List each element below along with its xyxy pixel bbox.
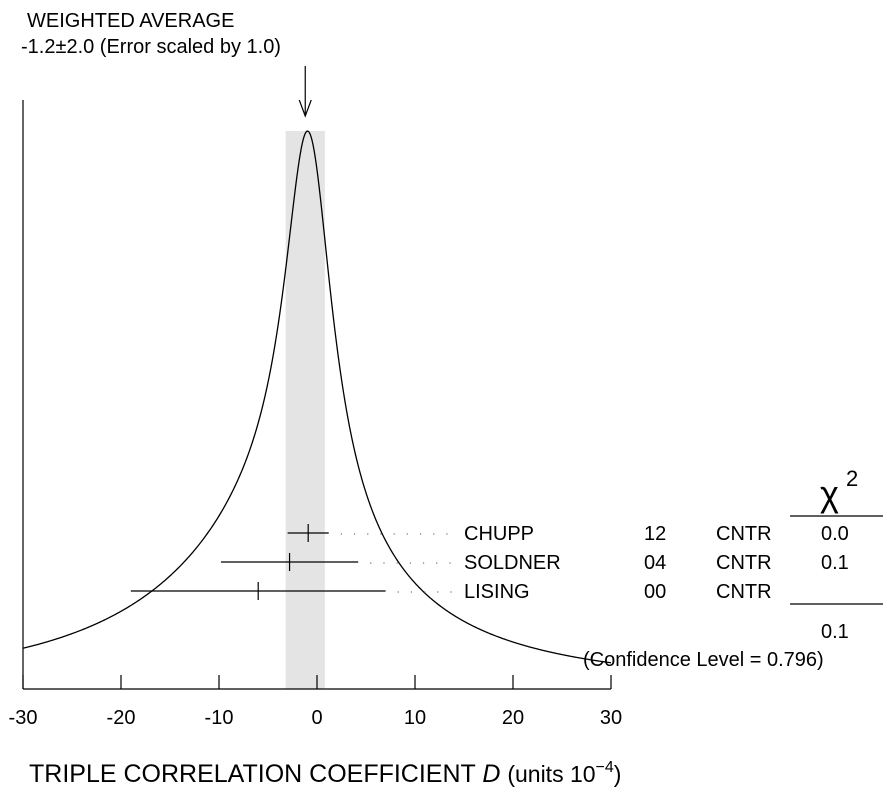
arrow-head [298, 99, 312, 118]
measurement-technique: CNTR [716, 523, 772, 545]
measurement-row: LISING 00 CNTR [130, 581, 772, 603]
x-tick-label: 30 [600, 707, 622, 729]
measurement-technique: CNTR [716, 581, 772, 603]
measurement-name: LISING [464, 581, 530, 603]
measurement-name: CHUPP [464, 523, 534, 545]
x-tick-label: 20 [502, 707, 524, 729]
chi2-header-exponent: 2 [846, 466, 858, 491]
measurement-year: 04 [644, 552, 666, 574]
measurement-name: SOLDNER [464, 552, 561, 574]
measurement-row: CHUPP 12 CNTR 0.0 [287, 523, 849, 545]
measurement-year: 12 [644, 523, 666, 545]
weighted-average-value: -1.2±2.0 (Error scaled by 1.0) [21, 36, 281, 58]
chi2-total: 0.1 [821, 621, 849, 643]
measurement-year: 00 [644, 581, 666, 603]
x-axis-label: TRIPLE CORRELATION COEFFICIENT D (units … [29, 759, 621, 788]
measurement-chi2: 0.1 [821, 552, 849, 574]
confidence-level: (Confidence Level = 0.796) [583, 649, 824, 671]
x-tick-label: -20 [107, 707, 136, 729]
weighted-average-title: WEIGHTED AVERAGE [27, 10, 234, 32]
x-axis-label-symbol: D [482, 760, 500, 788]
x-axis-ticks [22, 675, 612, 689]
ideogram-curve [22, 130, 612, 664]
x-tick-label: 10 [404, 707, 426, 729]
x-axis-label-units-exp: −4 [596, 759, 614, 776]
weighted-average-arrow [298, 66, 312, 118]
measurements-group: CHUPP 12 CNTR 0.0 SOLDNER 04 CNTR 0.1 LISING 00 CN… [130, 523, 849, 603]
weighted-average-band [285, 131, 325, 689]
x-tick-label: 0 [311, 707, 322, 729]
x-axis-tick-labels: -30 -20 -10 0 10 20 30 [9, 707, 623, 729]
x-axis-label-units-close: ) [614, 761, 622, 787]
x-tick-label: -30 [9, 707, 38, 729]
x-tick-label: -10 [205, 707, 234, 729]
measurement-row: SOLDNER 04 CNTR 0.1 [220, 552, 849, 574]
measurement-chi2: 0.0 [821, 523, 849, 545]
x-axis-label-units: (units 10 [507, 761, 595, 787]
chi2-header-symbol: χ [820, 473, 839, 514]
x-axis-label-main: TRIPLE CORRELATION COEFFICIENT [29, 760, 476, 788]
measurement-technique: CNTR [716, 552, 772, 574]
